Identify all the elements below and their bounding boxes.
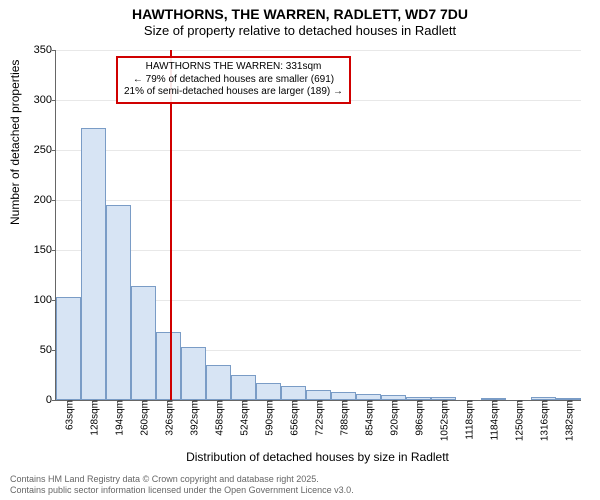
x-tick-label: 458sqm: [212, 400, 225, 436]
grid-line: [56, 250, 581, 251]
x-tick-label: 1382sqm: [562, 400, 575, 441]
footer-line1: Contains HM Land Registry data © Crown c…: [10, 474, 354, 485]
histogram-bar: [81, 128, 106, 400]
annotation-line: HAWTHORNS THE WARREN: 331sqm: [124, 61, 343, 74]
footer-attribution: Contains HM Land Registry data © Crown c…: [10, 474, 354, 496]
histogram-bar: [206, 365, 231, 400]
x-axis-label: Distribution of detached houses by size …: [55, 450, 580, 464]
x-tick-label: 1118sqm: [462, 400, 475, 440]
x-tick-label: 63sqm: [62, 400, 75, 430]
chart-title: HAWTHORNS, THE WARREN, RADLETT, WD7 7DU: [0, 0, 600, 23]
chart-subtitle: Size of property relative to detached ho…: [0, 23, 600, 42]
y-tick-mark: [52, 50, 56, 51]
histogram-bar: [131, 286, 156, 400]
histogram-bar: [256, 383, 281, 400]
grid-line: [56, 150, 581, 151]
annotation-box: HAWTHORNS THE WARREN: 331sqm← 79% of det…: [116, 56, 351, 104]
x-tick-label: 920sqm: [387, 400, 400, 436]
chart-container: HAWTHORNS, THE WARREN, RADLETT, WD7 7DU …: [0, 0, 600, 500]
x-tick-label: 590sqm: [262, 400, 275, 436]
y-tick-mark: [52, 250, 56, 251]
x-tick-label: 1052sqm: [437, 400, 450, 441]
histogram-bar: [281, 386, 306, 400]
histogram-bar: [231, 375, 256, 400]
grid-line: [56, 200, 581, 201]
x-tick-label: 524sqm: [237, 400, 250, 436]
x-tick-label: 854sqm: [362, 400, 375, 436]
histogram-bar: [331, 392, 356, 400]
y-tick-mark: [52, 100, 56, 101]
y-tick-mark: [52, 200, 56, 201]
y-axis-label: Number of detached properties: [8, 60, 22, 225]
x-tick-label: 194sqm: [112, 400, 125, 436]
footer-line2: Contains public sector information licen…: [10, 485, 354, 496]
x-tick-label: 1316sqm: [537, 400, 550, 441]
x-tick-label: 788sqm: [337, 400, 350, 436]
histogram-bar: [106, 205, 131, 400]
x-tick-label: 986sqm: [412, 400, 425, 436]
y-tick-mark: [52, 400, 56, 401]
annotation-line: ← 79% of detached houses are smaller (69…: [124, 74, 343, 87]
x-tick-label: 326sqm: [162, 400, 175, 436]
histogram-bar: [306, 390, 331, 400]
histogram-bar: [56, 297, 81, 400]
grid-line: [56, 50, 581, 51]
histogram-bar: [181, 347, 206, 400]
annotation-line: 21% of semi-detached houses are larger (…: [124, 86, 343, 99]
x-tick-label: 1250sqm: [512, 400, 525, 441]
x-tick-label: 722sqm: [312, 400, 325, 436]
x-tick-label: 128sqm: [87, 400, 100, 436]
x-tick-label: 260sqm: [137, 400, 150, 436]
x-tick-label: 1184sqm: [487, 400, 500, 440]
x-tick-label: 392sqm: [187, 400, 200, 436]
y-tick-mark: [52, 150, 56, 151]
histogram-bar: [156, 332, 181, 400]
plot-area: 05010015020025030035063sqm128sqm194sqm26…: [55, 50, 581, 401]
x-tick-label: 656sqm: [287, 400, 300, 436]
